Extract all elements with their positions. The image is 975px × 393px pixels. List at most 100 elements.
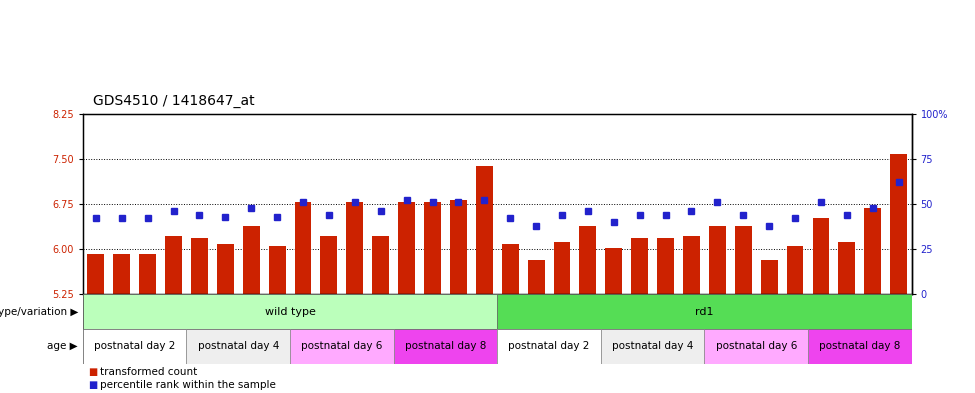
Text: GSM1024804: GSM1024804 bbox=[117, 298, 126, 349]
Text: GSM1024803: GSM1024803 bbox=[92, 298, 100, 349]
Bar bbox=[368, 294, 394, 359]
Bar bbox=[294, 202, 311, 294]
Bar bbox=[419, 294, 446, 359]
Text: GSM1024831: GSM1024831 bbox=[816, 298, 826, 349]
Bar bbox=[760, 260, 778, 294]
Bar bbox=[527, 260, 544, 294]
Bar bbox=[446, 294, 471, 359]
Text: GSM1024822: GSM1024822 bbox=[583, 298, 593, 348]
Text: GSM1024806: GSM1024806 bbox=[169, 298, 178, 349]
Text: GSM1024821: GSM1024821 bbox=[558, 298, 566, 348]
Bar bbox=[757, 294, 782, 359]
Text: GSM1024825: GSM1024825 bbox=[661, 298, 670, 349]
Text: GSM1024833: GSM1024833 bbox=[869, 298, 878, 349]
Bar bbox=[575, 294, 601, 359]
Text: GSM1024824: GSM1024824 bbox=[635, 298, 644, 349]
Bar bbox=[291, 294, 316, 359]
Bar bbox=[497, 294, 912, 329]
Bar bbox=[730, 294, 757, 359]
Bar bbox=[704, 329, 808, 364]
Bar bbox=[243, 226, 259, 294]
Text: postnatal day 8: postnatal day 8 bbox=[819, 341, 901, 351]
Text: GSM1024830: GSM1024830 bbox=[791, 298, 799, 349]
Text: GSM1024815: GSM1024815 bbox=[402, 298, 411, 349]
Bar bbox=[291, 329, 394, 364]
Text: GSM1024829: GSM1024829 bbox=[764, 298, 774, 349]
Text: wild type: wild type bbox=[264, 307, 316, 317]
Text: GSM1024811: GSM1024811 bbox=[298, 298, 307, 348]
Bar bbox=[579, 226, 597, 294]
Text: GSM1024816: GSM1024816 bbox=[428, 298, 437, 349]
Text: GSM1024832: GSM1024832 bbox=[842, 298, 851, 349]
Bar bbox=[135, 294, 161, 359]
Bar bbox=[834, 294, 860, 359]
Text: transformed count: transformed count bbox=[100, 367, 198, 377]
Text: GSM1024827: GSM1024827 bbox=[713, 298, 722, 349]
Bar bbox=[83, 294, 109, 359]
Bar bbox=[808, 329, 912, 364]
Bar bbox=[497, 294, 524, 359]
Bar bbox=[321, 236, 337, 294]
Bar bbox=[191, 238, 208, 294]
Text: GSM1024823: GSM1024823 bbox=[609, 298, 618, 349]
Text: GSM1024812: GSM1024812 bbox=[325, 298, 333, 348]
Bar bbox=[342, 294, 368, 359]
Bar bbox=[709, 226, 725, 294]
Text: GSM1024810: GSM1024810 bbox=[273, 298, 282, 349]
Bar bbox=[601, 329, 704, 364]
Bar bbox=[860, 294, 885, 359]
Text: postnatal day 2: postnatal day 2 bbox=[94, 341, 176, 351]
Bar bbox=[657, 238, 674, 294]
Bar bbox=[627, 294, 652, 359]
Bar bbox=[316, 294, 342, 359]
Bar bbox=[502, 244, 519, 294]
Bar bbox=[601, 294, 627, 359]
Text: GSM1024813: GSM1024813 bbox=[350, 298, 360, 349]
Bar bbox=[885, 294, 912, 359]
Bar bbox=[216, 244, 234, 294]
Bar bbox=[213, 294, 238, 359]
Bar bbox=[652, 294, 679, 359]
Bar bbox=[704, 294, 730, 359]
Text: postnatal day 8: postnatal day 8 bbox=[405, 341, 487, 351]
Text: GSM1024809: GSM1024809 bbox=[247, 298, 255, 349]
Bar bbox=[735, 226, 752, 294]
Text: GSM1024818: GSM1024818 bbox=[480, 298, 488, 348]
Bar bbox=[605, 248, 622, 294]
Bar bbox=[88, 254, 104, 294]
Text: GSM1024814: GSM1024814 bbox=[376, 298, 385, 349]
Bar bbox=[186, 294, 213, 359]
Text: GSM1024805: GSM1024805 bbox=[143, 298, 152, 349]
Text: GSM1024808: GSM1024808 bbox=[220, 298, 230, 349]
Bar bbox=[549, 294, 575, 359]
Text: GSM1024828: GSM1024828 bbox=[739, 298, 748, 348]
Bar bbox=[524, 294, 549, 359]
Bar bbox=[186, 329, 291, 364]
Text: postnatal day 6: postnatal day 6 bbox=[301, 341, 382, 351]
Text: GSM1024834: GSM1024834 bbox=[894, 298, 903, 349]
Text: postnatal day 6: postnatal day 6 bbox=[716, 341, 797, 351]
Bar bbox=[782, 294, 808, 359]
Bar bbox=[139, 254, 156, 294]
Bar bbox=[554, 242, 570, 294]
Bar bbox=[269, 246, 286, 294]
Bar bbox=[372, 236, 389, 294]
Text: GSM1024820: GSM1024820 bbox=[531, 298, 540, 349]
Text: ■: ■ bbox=[88, 367, 97, 377]
Bar bbox=[683, 236, 700, 294]
Text: GSM1024817: GSM1024817 bbox=[454, 298, 463, 349]
Bar bbox=[394, 329, 497, 364]
Bar bbox=[865, 208, 881, 294]
Text: ■: ■ bbox=[88, 380, 97, 390]
Bar bbox=[394, 294, 419, 359]
Bar bbox=[812, 218, 830, 294]
Bar bbox=[838, 242, 855, 294]
Bar bbox=[679, 294, 704, 359]
Text: GSM1024819: GSM1024819 bbox=[506, 298, 515, 349]
Bar bbox=[165, 236, 182, 294]
Bar bbox=[631, 238, 648, 294]
Bar bbox=[83, 329, 186, 364]
Bar bbox=[264, 294, 291, 359]
Text: postnatal day 2: postnatal day 2 bbox=[508, 341, 590, 351]
Bar bbox=[346, 202, 364, 294]
